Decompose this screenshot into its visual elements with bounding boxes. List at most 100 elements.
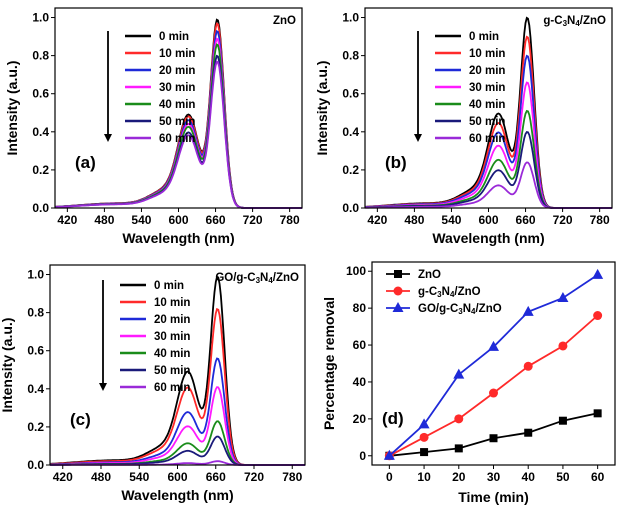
legend-label: 40 min: [159, 99, 195, 111]
x-tick-label: 780: [280, 213, 300, 227]
x-tick-label: 420: [367, 213, 387, 227]
data-point: [383, 449, 395, 460]
series-line-0-min: [365, 16, 612, 209]
x-tick-label: 480: [94, 213, 114, 227]
x-tick-label: 600: [168, 213, 188, 227]
x-tick-label: 720: [244, 470, 264, 484]
panel-label: (d): [382, 409, 404, 428]
legend-label: g-C3N4/ZnO: [418, 286, 481, 299]
y-axis-label: Intensity (a.u.): [314, 61, 330, 156]
data-point: [488, 340, 499, 351]
data-point: [593, 409, 602, 418]
legend-marker: [393, 286, 403, 296]
y-axis-label: Intensity (a.u.): [4, 61, 20, 156]
x-tick-label: 540: [129, 470, 149, 484]
y-tick-label: 60: [353, 338, 367, 352]
data-point: [557, 291, 569, 302]
y-tick-label: 1.0: [27, 268, 44, 282]
y-tick-label: 0.2: [32, 163, 49, 177]
chart-panel-a: 420 480 540 600 660 720 780 0.0 0.2 0.4 0.6 0.8 1.0 W…: [4, 7, 303, 246]
legend-label: 30 min: [154, 331, 190, 343]
legend-label: 10 min: [154, 297, 190, 309]
x-axis-label: Wavelength (nm): [432, 230, 544, 246]
legend-label: 60 min: [469, 133, 505, 145]
data-point: [593, 311, 603, 321]
x-tick-label: 50: [556, 470, 570, 484]
y-tick-label: 1.0: [342, 11, 359, 25]
y-tick-label: 0.8: [27, 306, 44, 320]
data-point: [419, 432, 429, 442]
y-tick-label: 0.2: [27, 420, 44, 434]
legend-label: 40 min: [469, 99, 505, 111]
x-axis-label: Wavelength (nm): [122, 230, 234, 246]
legend-label: 50 min: [469, 116, 505, 128]
y-tick-label: 0: [359, 449, 366, 463]
y-tick-label: 100: [346, 264, 366, 278]
data-point: [524, 428, 533, 437]
data-point: [489, 388, 498, 398]
y-tick-label: 0.6: [342, 87, 359, 101]
legend-label: 20 min: [159, 65, 195, 77]
y-axis-label: Intensity (a.u.): [0, 318, 15, 413]
data-point: [454, 444, 463, 453]
y-axis-label: Percentage removal: [321, 297, 337, 430]
y-tick-label: 0.0: [32, 201, 49, 215]
data-point: [453, 368, 465, 379]
legend-label: 30 min: [469, 82, 505, 94]
x-tick-label: 720: [243, 213, 263, 227]
legend-label: 20 min: [469, 65, 505, 77]
x-axis-label: Wavelength (nm): [121, 487, 233, 503]
x-tick-label: 540: [441, 213, 461, 227]
data-point: [558, 416, 567, 425]
legend-label: GO/g-C3N4/ZnO: [418, 303, 502, 316]
legend-label: 10 min: [159, 48, 195, 60]
legend-label: 50 min: [154, 365, 190, 377]
legend-label: 60 min: [159, 133, 195, 145]
y-tick-label: 0.6: [27, 344, 44, 358]
y-tick-label: 0.2: [342, 163, 359, 177]
x-tick-label: 660: [516, 213, 536, 227]
x-tick-label: 420: [57, 213, 77, 227]
chart-title: GO/g-C3N4/ZnO: [215, 272, 299, 285]
decrease-arrow-head: [414, 134, 422, 142]
chart-panel-b: 420 480 540 600 660 720 780 0.0 0.2 0.4 0.6 0.8 1.0 W…: [314, 7, 613, 246]
x-tick-label: 600: [478, 213, 498, 227]
decrease-arrow-head: [99, 383, 107, 391]
chart-title: ZnO: [273, 15, 296, 27]
x-tick-label: 780: [590, 213, 610, 227]
x-tick-label: 480: [91, 470, 111, 484]
panel-label: (b): [385, 153, 407, 172]
x-tick-label: 660: [206, 213, 226, 227]
legend-label: 60 min: [154, 382, 190, 394]
data-point: [418, 418, 430, 429]
y-tick-label: 20: [353, 412, 367, 426]
legend-label: 0 min: [154, 280, 184, 292]
legend-label: ZnO: [418, 269, 441, 281]
x-axis-label: Time (min): [458, 489, 529, 505]
y-tick-label: 40: [353, 375, 367, 389]
x-tick-label: 720: [553, 213, 573, 227]
y-tick-label: 80: [353, 301, 367, 315]
legend-label: 30 min: [159, 82, 195, 94]
x-tick-label: 480: [404, 213, 424, 227]
panel-label: (a): [75, 153, 96, 172]
data-point: [489, 434, 498, 443]
y-tick-label: 0.4: [342, 125, 359, 139]
y-tick-label: 0.6: [32, 87, 49, 101]
series-line-50-min: [54, 54, 302, 209]
legend-marker: [394, 270, 402, 278]
x-tick-label: 600: [167, 470, 187, 484]
y-tick-label: 0.4: [27, 382, 44, 396]
y-tick-label: 0.4: [32, 125, 49, 139]
y-tick-label: 0.8: [32, 49, 49, 63]
legend-label: 0 min: [469, 31, 499, 43]
x-tick-label: 660: [206, 470, 226, 484]
x-tick-label: 540: [131, 213, 151, 227]
data-point: [522, 305, 534, 316]
x-tick-label: 0: [386, 470, 393, 484]
x-tick-label: 780: [282, 470, 302, 484]
decrease-arrow-head: [104, 134, 112, 142]
x-tick-label: 30: [487, 470, 501, 484]
chart-panel-d: 0 10 20 30 40 50 60 0 20 40 60 80 100 Time (min) Perce…: [321, 261, 616, 505]
